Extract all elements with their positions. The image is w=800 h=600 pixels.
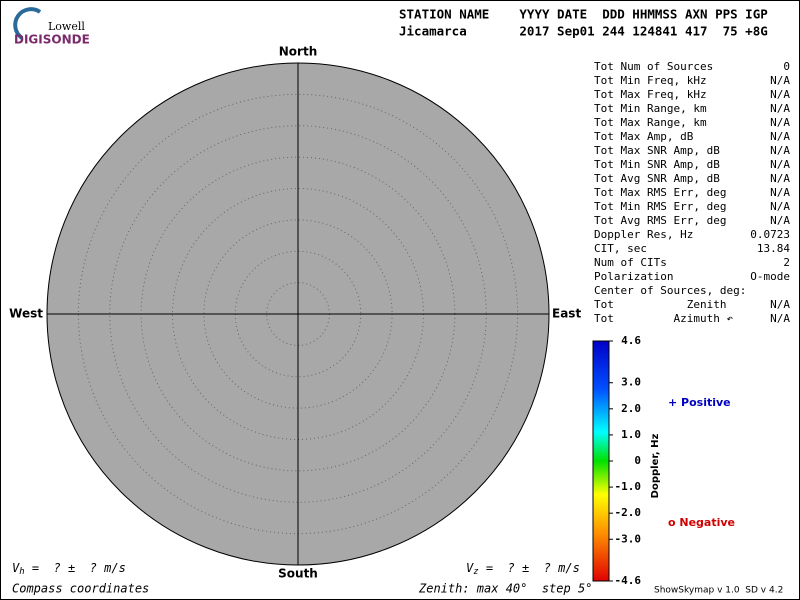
legend-negative: o Negative [668, 516, 735, 529]
stat-value: O-mode [750, 270, 790, 283]
colorbar-tick-label: 3.0 [621, 376, 641, 389]
stat-value: 0.0723 [750, 228, 790, 241]
stat-value: N/A [770, 172, 790, 185]
logo-bottom: DIGISONDE [14, 33, 90, 47]
stat-label: Tot Zenith [594, 298, 726, 311]
vh-readout: Vh = ? ± ? m/s [12, 561, 126, 577]
stat-label: Tot Max Range, km [594, 116, 707, 129]
south-label: South [278, 567, 318, 581]
stat-label: Tot Avg RMS Err, deg [594, 214, 726, 227]
stat-label: Tot Azimuth ↶ [594, 312, 733, 325]
stat-label: Tot Max RMS Err, deg [594, 186, 726, 199]
west-label: West [9, 307, 43, 321]
colorbar-ticks: 4.6 3.0 2.0 1.0 0 -1.0 -2.0 -3.0 -4.6 [609, 334, 641, 587]
skymap-plot [46, 62, 550, 566]
stat-value: N/A [770, 116, 790, 129]
stat-label: Center of Sources, deg: [594, 284, 746, 297]
stat-label: Tot Min Range, km [594, 102, 707, 115]
colorbar-label: Doppler, Hz [650, 434, 661, 499]
colorbar-tick-label: -4.6 [615, 574, 642, 587]
north-label: North [279, 45, 317, 59]
stat-label: Tot Max SNR Amp, dB [594, 144, 720, 157]
stat-label: Doppler Res, Hz [594, 228, 693, 241]
stat-label: Tot Avg SNR Amp, dB [594, 172, 720, 185]
vz-readout: Vz = ? ± ? m/s [466, 561, 580, 577]
stat-label: Tot Min RMS Err, deg [594, 200, 726, 213]
colorbar-tick-label: 2.0 [621, 402, 641, 415]
header-values: Jicamarca 2017 Sep01 244 124841 417 75 +… [399, 24, 768, 39]
stat-value: N/A [770, 130, 790, 143]
logo-top: Lowell [48, 20, 85, 33]
colorbar-tick-label: 0 [634, 454, 641, 467]
colorbar-tick-label: -1.0 [615, 480, 642, 493]
stat-label: Tot Num of Sources [594, 60, 713, 73]
east-label: East [552, 307, 581, 321]
stat-value: N/A [770, 158, 790, 171]
footer-left: Compass coordinates [12, 582, 149, 596]
stat-label: Tot Max Freq, kHz [594, 88, 707, 101]
header-columns: STATION NAME YYYY DATE DDD HHMMSS AXN PP… [399, 7, 768, 22]
stat-value: N/A [770, 298, 790, 311]
colorbar [592, 340, 610, 582]
colorbar-tick-label: -3.0 [615, 532, 642, 545]
colorbar-tick-label: 1.0 [621, 428, 641, 441]
stat-value: 0 [783, 60, 790, 73]
stat-value: 2 [783, 256, 790, 269]
stat-value: N/A [770, 144, 790, 157]
stat-label: Tot Min SNR Amp, dB [594, 158, 720, 171]
colorbar-tick-label: -2.0 [615, 506, 642, 519]
stat-value: N/A [770, 88, 790, 101]
stat-value: N/A [770, 312, 790, 325]
legend-positive: + Positive [668, 396, 731, 409]
stats-table: Tot Num of Sources 0 Tot Min Freq, kHz N/A T… [594, 60, 790, 325]
footer-middle: Zenith: max 40° step 5° [418, 582, 592, 596]
stat-label: Tot Max Amp, dB [594, 130, 694, 143]
stat-label: Polarization [594, 270, 673, 283]
stat-value: N/A [770, 214, 790, 227]
stat-value: N/A [770, 186, 790, 199]
footer-right: ShowSkymap v 1.0 SD v 4.2 [654, 586, 783, 596]
stat-value: N/A [770, 102, 790, 115]
colorbar-tick-label: 4.6 [621, 334, 641, 347]
stat-label: CIT, sec [594, 242, 647, 255]
logo-arc [13, 7, 42, 40]
stat-label: Tot Min Freq, kHz [594, 74, 707, 87]
stat-value: N/A [770, 200, 790, 213]
stat-value: N/A [770, 74, 790, 87]
stat-label: Num of CITs [594, 256, 667, 269]
stat-value: 13.84 [757, 242, 790, 255]
